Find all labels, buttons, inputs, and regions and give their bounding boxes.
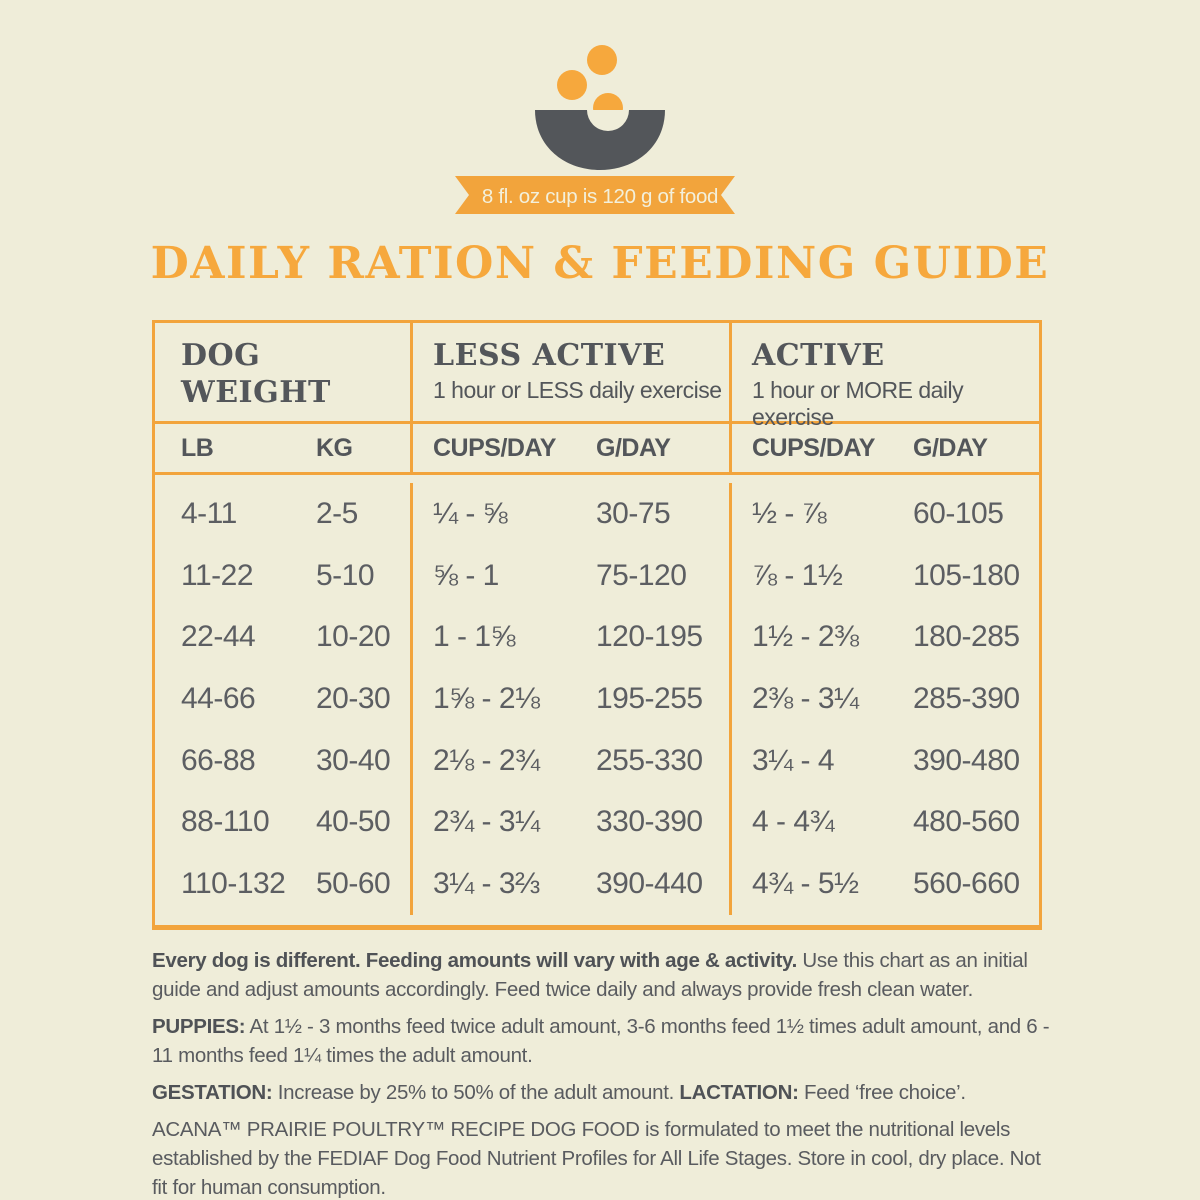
table-cell: ¼ - ⅝ [410,483,570,545]
table-cell: 75-120 [596,558,687,592]
table-cell: 105-180 [913,558,1020,592]
footnote: ACANA™ PRAIRIE POULTRY™ RECIPE DOG FOOD … [152,1115,1057,1200]
footnote-text: ACANA™ PRAIRIE POULTRY™ RECIPE DOG FOOD … [152,1118,1041,1199]
group-title: ACTIVE [752,338,885,373]
table-cell: 2-5 [316,496,358,530]
footnote-lead: PUPPIES: [152,1015,246,1038]
group-subtitle: 1 hour or MORE daily exercise [752,377,964,430]
footnote-text: Feed ‘free choice’. [798,1081,966,1104]
footnote-text: At 1½ - 3 months feed twice adult amount… [152,1015,1050,1067]
table-cell: 20-30 [316,682,391,716]
table-row: 4-11 2-5 ¼ - ⅝ 30-75 ½ - ⅞ 60-105 [155,483,1039,545]
table-cell: ⅞ - 1½ [729,544,887,607]
footnote-lead: LACTATION: [679,1081,799,1104]
bowl-notch [587,110,629,131]
footnote: GESTATION: Increase by 25% to 50% of the… [152,1078,1057,1107]
table-cell: 4-11 [181,496,237,530]
group-title: DOG WEIGHT [181,338,331,410]
column-header-cups-less: CUPS/DAY [410,424,570,472]
bowl-shape [535,110,665,170]
table-cell: 1 - 1⅝ [410,606,570,669]
group-title: LESS ACTIVE [433,338,666,373]
footnote-text: Increase by 25% to 50% of the adult amou… [272,1081,680,1104]
table-cell: ⅝ - 1 [410,544,570,607]
table-cell: 255-330 [596,743,703,777]
column-header-cups-act: CUPS/DAY [729,424,887,472]
column-header-kg: KG [316,433,353,462]
table-cell: 120-195 [596,620,703,654]
kibble-circle-left [557,70,587,100]
table-cell: 1⅝ - 2⅛ [410,668,570,730]
column-header-g-act: G/DAY [913,433,988,462]
footnote: Every dog is different. Feeding amounts … [152,946,1057,1004]
table-cell: 480-560 [913,805,1020,839]
banner-text: 8 fl. oz cup is 120 g of food [482,185,718,208]
table-row: 22-44 10-20 1 - 1⅝ 120-195 1½ - 2⅜ 180-285 [155,606,1039,669]
table-cell: 560-660 [913,867,1020,901]
table-cell: 10-20 [316,620,391,654]
footnotes: Every dog is different. Feeding amounts … [152,946,1057,1200]
table-cell: ½ - ⅞ [729,483,887,545]
page-title: DAILY RATION & FEEDING GUIDE [150,238,1050,289]
footnote-lead: Every dog is different. Feeding amounts … [152,949,798,972]
table-cell: 30-75 [596,496,671,530]
table-cell: 22-44 [181,620,256,654]
table-cell: 66-88 [181,743,256,777]
table-cell: 330-390 [596,805,703,839]
table-cell: 88-110 [181,805,270,839]
table-cell: 2⅜ - 3¼ [729,668,887,730]
footnote: PUPPIES: At 1½ - 3 months feed twice adu… [152,1012,1057,1070]
table-cell: 3¼ - 4 [729,729,887,792]
table-cell: 5-10 [316,558,375,592]
group-dog-weight: DOG WEIGHT [155,323,410,431]
table-cell: 390-440 [596,867,703,901]
table-cell: 110-132 [181,867,286,901]
footnote-lead: GESTATION: [152,1081,273,1104]
table-row: 11-22 5-10 ⅝ - 1 75-120 ⅞ - 1½ 105-180 [155,544,1039,607]
table-cell: 30-40 [316,743,391,777]
column-header-g-less: G/DAY [596,433,671,462]
table-cell: 40-50 [316,805,391,839]
table-cell: 285-390 [913,682,1020,716]
table-cell: 50-60 [316,867,391,901]
kibble-bowl-icon: 8 fl. oz cup is 120 g of food [455,45,735,214]
table-cell: 60-105 [913,496,1004,530]
kibble-circle-top [587,45,617,75]
column-header-lb: LB [181,433,214,462]
table-cell: 44-66 [181,682,256,716]
table-cell: 2⅛ - 2¾ [410,729,570,792]
group-less-active: LESS ACTIVE 1 hour or LESS daily exercis… [410,323,729,431]
table-cell: 4¾ - 5½ [729,853,887,916]
table-cell: 390-480 [913,743,1020,777]
table-row: 66-88 30-40 2⅛ - 2¾ 255-330 3¼ - 4 390-480 [155,729,1039,792]
table-cell: 4 - 4¾ [729,791,887,854]
table-body: 4-11 2-5 ¼ - ⅝ 30-75 ½ - ⅞ 60-105 11-22 5-10 ⅝ -… [155,475,1039,925]
table-cell: 3¼ - 3⅔ [410,853,570,916]
table-row: 88-110 40-50 2¾ - 3¼ 330-390 4 - 4¾ 480-560 [155,791,1039,854]
footnote-text: Use this chart as an initial guide and a… [152,949,1028,1001]
table-cell: 2¾ - 3¼ [410,791,570,854]
feeding-table: DOG WEIGHT LESS ACTIVE 1 hour or LESS da… [152,320,1042,930]
table-cell: 195-255 [596,682,703,716]
table-cell: 1½ - 2⅜ [729,606,887,669]
table-row: 110-132 50-60 3¼ - 3⅔ 390-440 4¾ - 5½ 560-660 [155,853,1039,916]
group-active: ACTIVE 1 hour or MORE daily exercise [729,323,1045,431]
table-column-header-row: LB KG CUPS/DAY G/DAY CUPS/DAY G/DAY [155,424,1039,475]
group-subtitle: 1 hour or LESS daily exercise [433,377,722,403]
table-cell: 11-22 [181,558,254,592]
table-row: 44-66 20-30 1⅝ - 2⅛ 195-255 2⅜ - 3¼ 285-390 [155,668,1039,730]
table-group-header-row: DOG WEIGHT LESS ACTIVE 1 hour or LESS da… [155,323,1039,431]
ribbon-banner [455,176,735,214]
table-cell: 180-285 [913,620,1020,654]
